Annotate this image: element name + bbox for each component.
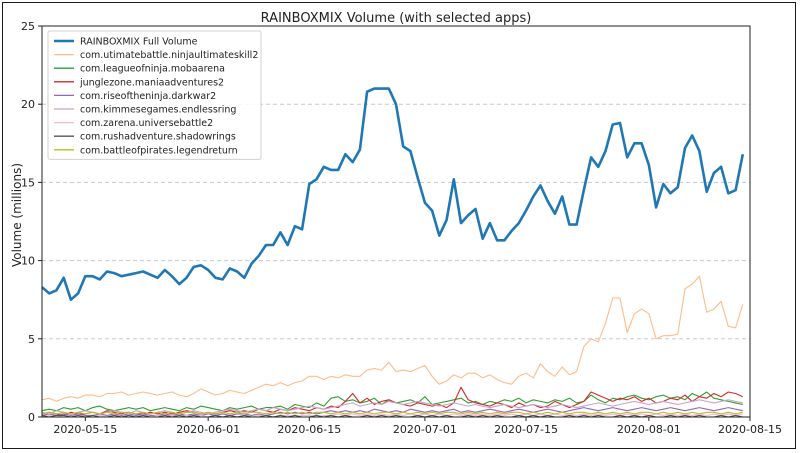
x-tick-label: 2020-05-15 xyxy=(53,423,117,436)
x-axis: 2020-05-15 2020-06-01 2020-06-15 2020-07-01… xyxy=(53,417,782,436)
legend-entry: RAINBOXMIX Full Volume xyxy=(80,37,198,48)
series-lines xyxy=(41,87,745,418)
y-axis-label: Volume (millions) xyxy=(10,163,24,267)
legend-box xyxy=(47,30,262,160)
series-line xyxy=(41,411,743,415)
legend-entry: com.zarena.universebattle2 xyxy=(80,118,213,129)
legend-entry: com.leagueofninja.mobaarena xyxy=(80,64,225,75)
y-tick-label: 0 xyxy=(28,411,35,424)
x-tick-label: 2020-08-01 xyxy=(617,423,681,436)
y-axis: 0 5 10 15 20 25 xyxy=(21,20,42,424)
legend-entry: com.rushadventure.shadowrings xyxy=(80,132,236,143)
plot-area xyxy=(41,25,751,418)
x-tick-label: 2020-06-01 xyxy=(176,423,240,436)
legend-entry: junglezone.maniaadventures2 xyxy=(79,77,224,88)
legend: RAINBOXMIX Full Volume com.utimatebattle.… xyxy=(47,30,262,160)
series-line xyxy=(41,386,744,416)
chart-title: RAINBOXMIX Volume (with selected apps) xyxy=(261,11,532,26)
series-line xyxy=(41,87,745,302)
x-tick-label: 2020-07-15 xyxy=(494,423,558,436)
y-tick-label: 15 xyxy=(21,176,35,189)
legend-entry: com.riseoftheninja.darkwar2 xyxy=(80,91,216,102)
x-tick-label: 2020-07-01 xyxy=(393,423,457,436)
x-tick-label: 2020-08-15 xyxy=(718,423,782,436)
series-line xyxy=(41,275,744,402)
legend-entry: com.kimmesegames.endlessring xyxy=(80,105,236,116)
y-tick-label: 20 xyxy=(21,98,35,111)
y-tick-label: 10 xyxy=(21,255,35,268)
legend-entry: com.battleofpirates.legendreturn xyxy=(80,145,238,156)
x-tick-label: 2020-06-15 xyxy=(277,423,341,436)
y-tick-label: 25 xyxy=(21,20,35,33)
legend-entry: com.utimatebattle.ninjaultimateskill2 xyxy=(80,50,258,61)
series-line xyxy=(41,413,743,418)
y-tick-label: 5 xyxy=(28,333,35,346)
